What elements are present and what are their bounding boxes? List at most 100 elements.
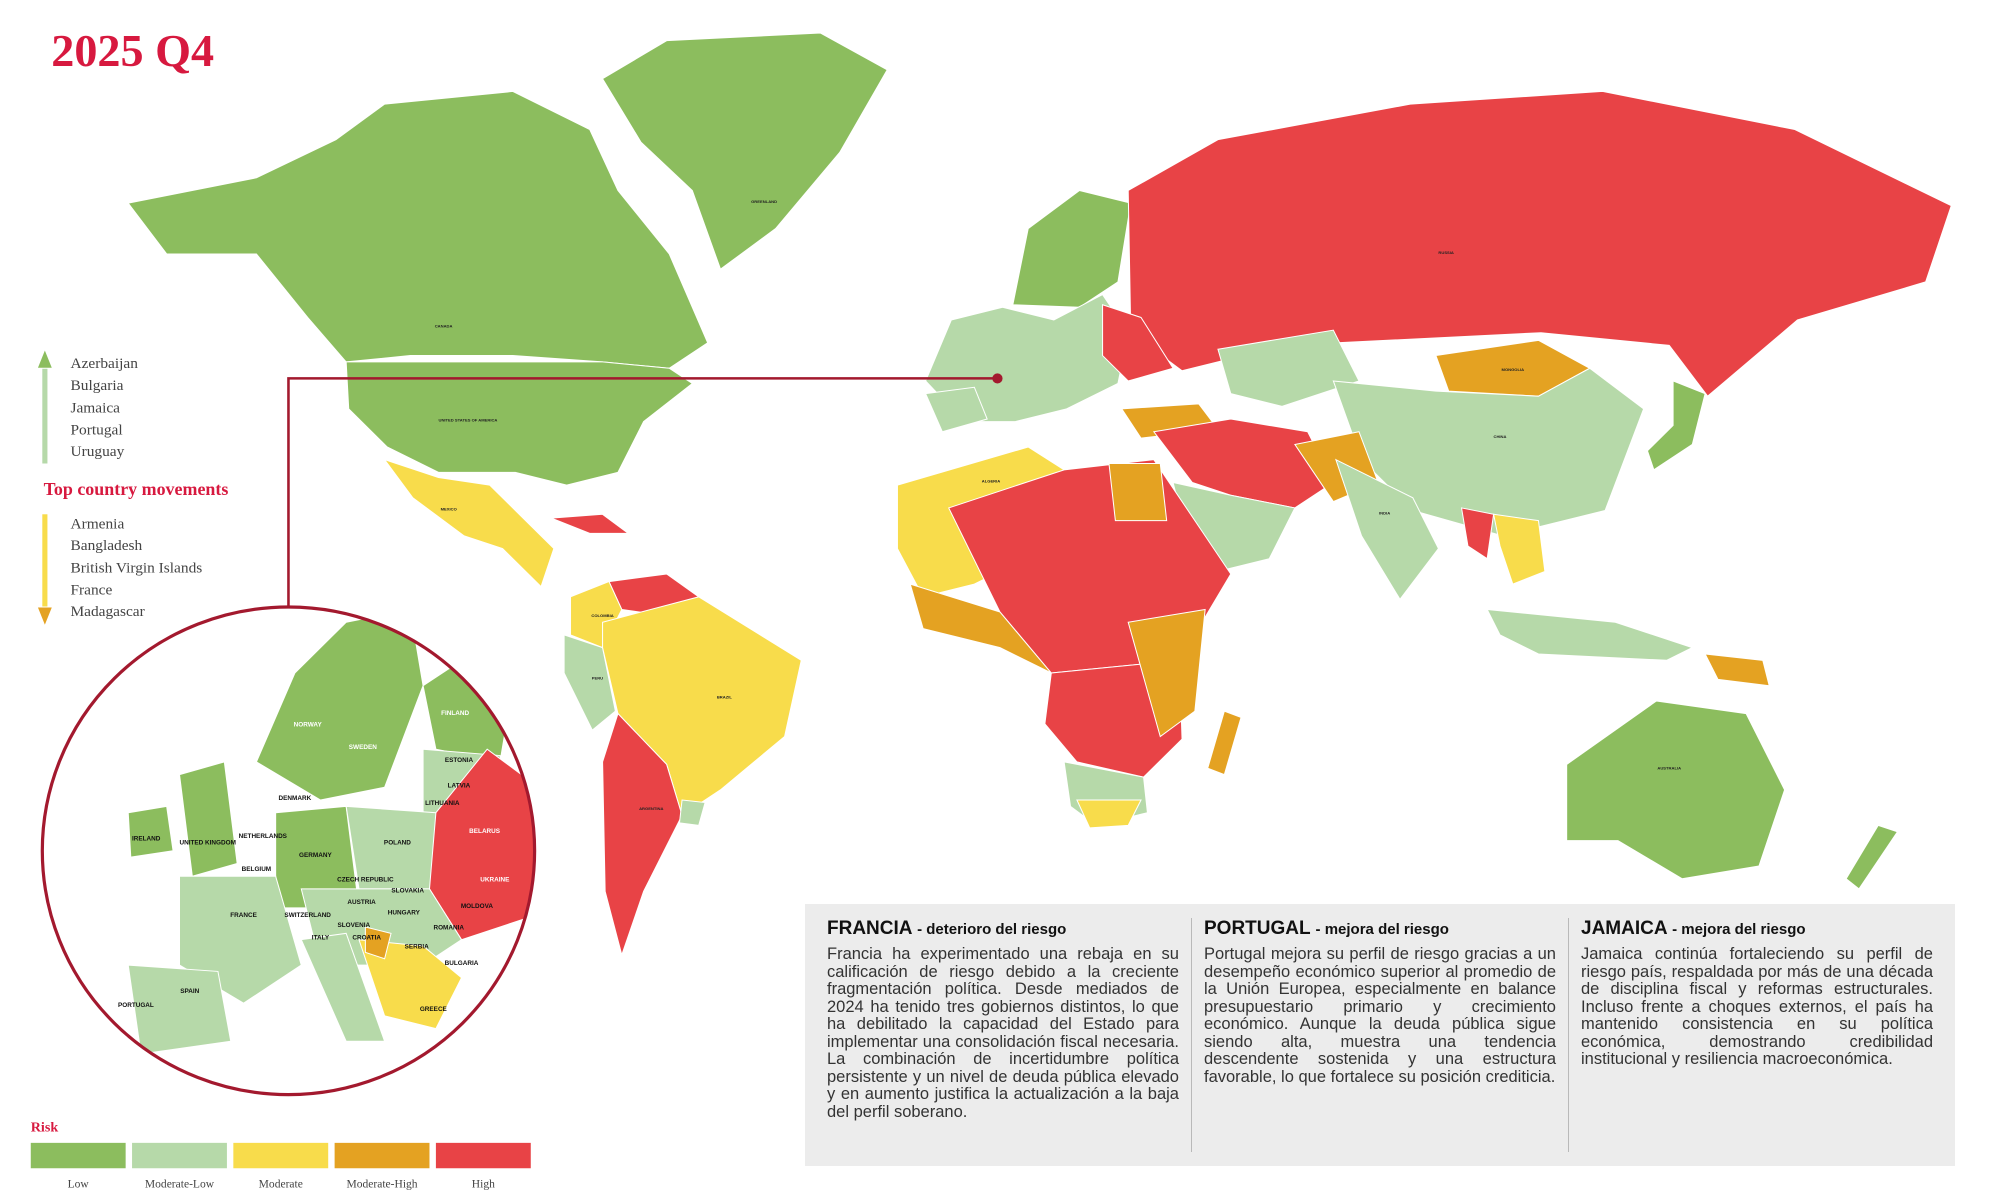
panel-text: Francia ha experimentado una rebaja en s… <box>827 945 1179 1121</box>
legend-label: Low <box>68 1178 90 1190</box>
zoom-label: NORWAY <box>294 721 323 728</box>
zoom-label: HUNGARY <box>388 909 421 916</box>
panel-subtitle: - mejora del riesgo <box>1672 921 1806 938</box>
map-label: COLOMBIA <box>591 613 613 618</box>
southeast-asia <box>1492 513 1546 585</box>
panel: FRANCIA - deterioro del riesgo Francia ha… <box>815 918 1192 1152</box>
zoom-label: AUSTRIA <box>347 899 376 906</box>
down-item: Armenia <box>71 515 125 532</box>
zoom-label: SPAIN <box>180 988 199 995</box>
zoom-label: ESTONIA <box>445 757 474 764</box>
argentina <box>602 712 683 957</box>
zoom-label: BULGARIA <box>445 960 479 967</box>
legend-label: Moderate <box>259 1178 303 1190</box>
panel-heading: JAMAICA - mejora del riesgo <box>1581 918 1933 940</box>
usa <box>345 361 694 486</box>
zoom-label: FINLAND <box>441 710 469 717</box>
down-item: Madagascar <box>71 603 145 620</box>
legend: Risk Low Moderate-Low Moderate Moderate-Hig… <box>30 1119 531 1190</box>
map-label: PERU <box>592 675 603 680</box>
map-label: BRAZIL <box>717 694 733 699</box>
down-item: Bangladesh <box>71 537 143 554</box>
legend-label: Moderate-High <box>347 1178 418 1190</box>
canada <box>127 90 709 369</box>
zoom-countries <box>127 608 535 1055</box>
map-label: AUSTRALIA <box>1657 766 1681 771</box>
down-arrow-head <box>36 606 54 628</box>
panel-country: FRANCIA <box>827 918 912 939</box>
legend-title: Risk <box>31 1119 59 1135</box>
down-arrow-shaft <box>42 514 48 610</box>
zoom-label: NETHERLANDS <box>239 833 287 840</box>
myanmar <box>1460 507 1495 560</box>
peru <box>563 634 616 731</box>
panel-heading: PORTUGAL - mejora del riesgo <box>1204 918 1556 940</box>
zoom-label: SLOVAKIA <box>391 888 424 895</box>
balkans <box>358 939 463 1030</box>
greenland <box>601 32 888 271</box>
uk <box>178 761 238 877</box>
map-label: ALGERIA <box>982 479 1000 484</box>
panel-text: Portugal mejora su perfil de riesgo grac… <box>1204 945 1556 1086</box>
caribbean <box>551 513 630 534</box>
bosnia <box>364 926 392 960</box>
russia <box>1127 90 1952 397</box>
map-label: UNITED STATES OF AMERICA <box>439 418 498 423</box>
map-label: INDIA <box>1379 510 1390 515</box>
zoom-label: SWITZERLAND <box>284 912 331 919</box>
up-item: Bulgaria <box>71 377 124 394</box>
movements-title: Top country movements <box>44 479 229 499</box>
zoom-border <box>40 605 537 1097</box>
norway-sweden <box>255 608 424 801</box>
zoom-label: GERMANY <box>299 852 332 859</box>
india <box>1335 458 1440 601</box>
kazakhstan <box>1217 329 1360 407</box>
map-label: CHINA <box>1494 434 1507 439</box>
callout-line <box>287 377 998 610</box>
map-label: CANADA <box>435 324 453 329</box>
map-label: RUSSIA <box>1438 250 1454 255</box>
map-label: GREENLAND <box>751 199 777 204</box>
up-item: Uruguay <box>71 443 125 460</box>
zoom-label: LITHUANIA <box>425 800 460 807</box>
zoom-label: ITALY <box>312 935 330 942</box>
zoom-label: UNITED KINGDOM <box>179 839 235 846</box>
panel: JAMAICA - mejora del riesgo Jamaica conti… <box>1569 918 1945 1152</box>
up-item: Portugal <box>71 421 123 438</box>
madagascar <box>1207 710 1242 776</box>
scandinavia <box>1012 189 1132 308</box>
zoom-label: BELARUS <box>469 828 500 835</box>
south-africa <box>1076 799 1142 829</box>
indonesia <box>1486 608 1694 661</box>
panel-subtitle: - mejora del riesgo <box>1315 921 1449 938</box>
uruguay <box>678 799 706 826</box>
map-label: ARGENTINA <box>639 806 663 811</box>
up-item: Azerbaijan <box>71 355 139 372</box>
down-item: British Virgin Islands <box>71 560 203 577</box>
legend-label: Moderate-Low <box>145 1178 215 1190</box>
zoom-label: DENMARK <box>279 795 312 802</box>
map-label: MEXICO <box>441 506 457 511</box>
zoom-label: LATVIA <box>448 782 471 789</box>
zoom-label: CROATIA <box>352 935 381 942</box>
zoom-label: ROMANIA <box>433 925 464 932</box>
panel-heading: FRANCIA - deterioro del riesgo <box>827 918 1179 940</box>
map-label: MONGOLIA <box>1502 367 1525 372</box>
up-arrow-shaft <box>42 361 48 464</box>
up-arrow-head <box>36 347 54 369</box>
zoom-label: CZECH REPUBLIC <box>337 876 394 883</box>
zoom-label: GREECE <box>420 1006 447 1013</box>
legend-label: High <box>472 1178 495 1190</box>
iberia <box>924 386 988 433</box>
zoom-label: SWEDEN <box>349 744 377 751</box>
papua <box>1704 653 1770 687</box>
zoom-label: PORTUGAL <box>118 1002 154 1009</box>
zoom-label: SERBIA <box>405 944 430 951</box>
east-africa <box>1127 608 1206 738</box>
zoom-label: POLAND <box>384 839 411 846</box>
legend-swatch <box>30 1142 126 1169</box>
zoom-label: MOLDOVA <box>461 903 494 910</box>
panel: PORTUGAL - mejora del riesgo Portugal mej… <box>1192 918 1569 1152</box>
zoom-label: SLOVENIA <box>338 922 371 929</box>
